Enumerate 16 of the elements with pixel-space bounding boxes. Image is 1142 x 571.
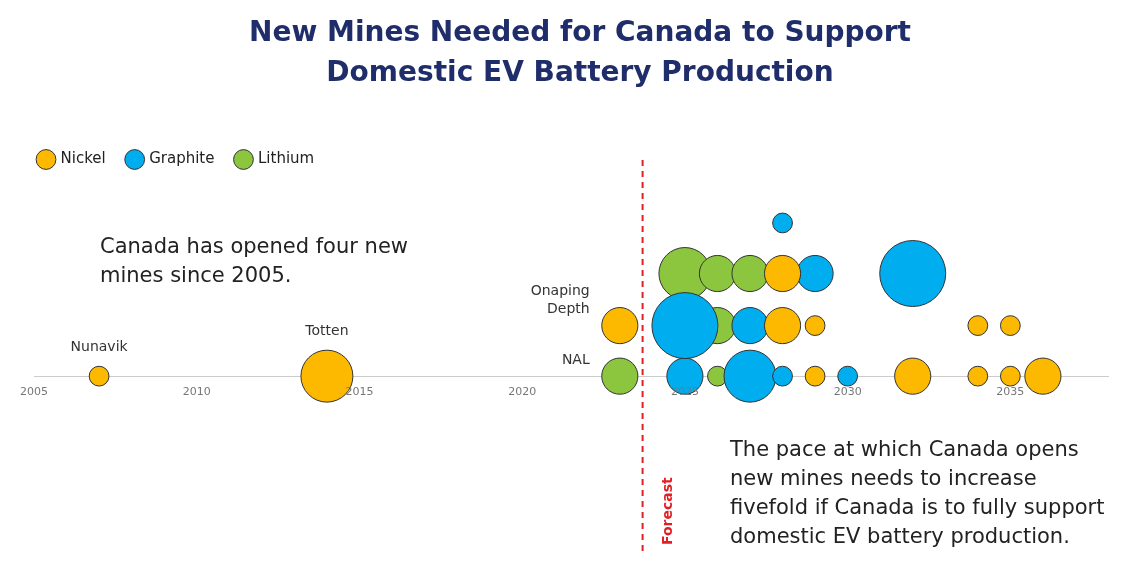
annotation: Onaping Depth <box>530 282 590 317</box>
chart-title: New Mines Needed for Canada to Support Domestic EV Battery Production <box>248 14 912 90</box>
legend-label: Lithium <box>257 149 315 168</box>
legend-label: Nickel <box>60 149 106 168</box>
text: The pace at which Canada opens new mines needs to increase fivefold if Canada is to fully support domestic EV battery production. <box>730 436 1106 550</box>
annotation: NAL <box>561 350 590 367</box>
x-tick-label: 2035 <box>996 384 1025 398</box>
x-tick-label: 2030 <box>833 384 862 398</box>
x-tick-label: 2010 <box>182 384 211 398</box>
annotation: Nunavik <box>70 337 129 354</box>
annotation: Totten <box>304 321 349 338</box>
annotation: Canada has opened four new mines since 2005. <box>100 233 409 289</box>
x-tick-label: 2020 <box>508 384 537 398</box>
x-tick-label: 2005 <box>20 384 48 398</box>
legend-label: Graphite <box>149 149 215 168</box>
ref-line-label: Forecast <box>659 476 676 545</box>
